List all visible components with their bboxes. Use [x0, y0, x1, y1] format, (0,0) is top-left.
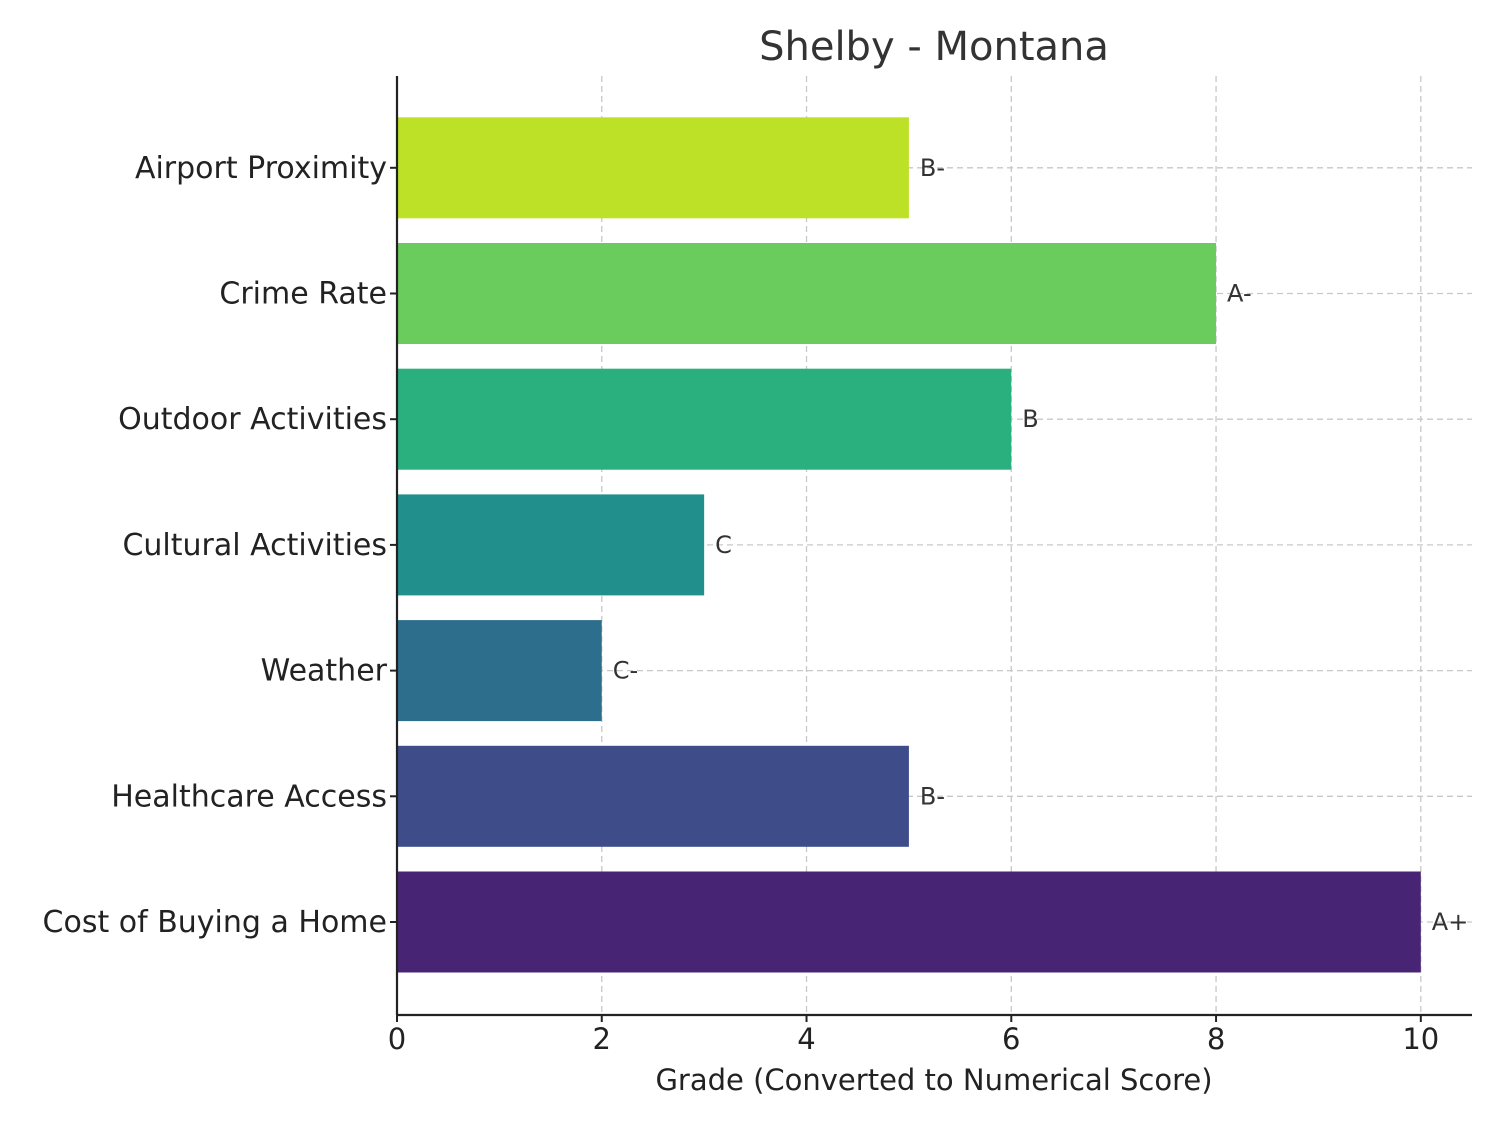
category-label: Crime Rate — [219, 277, 387, 312]
bars — [397, 117, 1421, 973]
bar-crime-rate — [397, 243, 1217, 344]
bar-airport-proximity — [397, 117, 909, 219]
category-label: Healthcare Access — [111, 779, 387, 814]
data-labels: A+ B- C- C B A- B- — [613, 154, 1469, 936]
category-label: Cost of Buying a Home — [43, 905, 387, 940]
category-label: Weather — [261, 654, 388, 689]
bar-outdoor-activities — [397, 368, 1012, 470]
chart-title: Shelby - Montana — [759, 24, 1109, 70]
x-tick-label: 6 — [1002, 1022, 1020, 1056]
axes: 0 2 4 6 8 10 Cost of Buying a Home Healthcare A… — [43, 76, 1472, 1056]
x-tick-label: 0 — [388, 1022, 406, 1056]
grade-label: B — [1022, 405, 1038, 433]
grade-label: B- — [920, 154, 945, 182]
bar-weather — [397, 620, 602, 722]
grade-label: C — [715, 531, 732, 559]
grade-label: B- — [920, 782, 945, 810]
grade-label: A+ — [1432, 908, 1469, 936]
x-tick-label: 4 — [797, 1022, 815, 1056]
bar-cultural-activities — [397, 494, 705, 596]
x-tick-label: 2 — [593, 1022, 611, 1056]
x-tick-label: 10 — [1402, 1022, 1439, 1056]
grade-label: A- — [1227, 280, 1252, 308]
grade-label: C- — [613, 657, 638, 685]
x-tick-label: 8 — [1207, 1022, 1225, 1056]
category-label: Cultural Activities — [122, 528, 387, 563]
bar-healthcare-access — [397, 745, 909, 847]
x-axis-label: Grade (Converted to Numerical Score) — [655, 1063, 1212, 1097]
category-label: Airport Proximity — [135, 151, 387, 186]
category-label: Outdoor Activities — [118, 402, 387, 437]
bar-cost-of-buying-a-home — [397, 871, 1421, 973]
